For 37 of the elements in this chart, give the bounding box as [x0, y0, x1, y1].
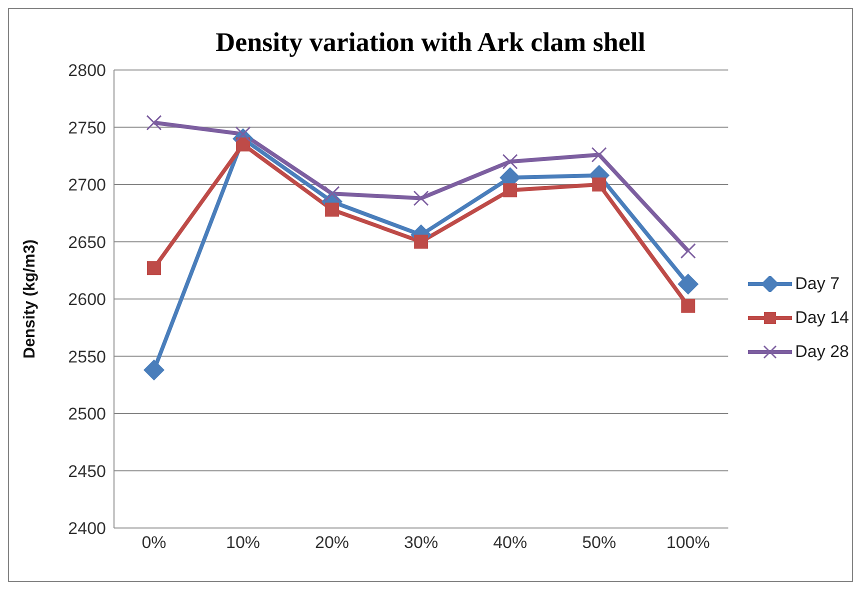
- y-axis-title: Density (kg/m3): [22, 239, 39, 359]
- point: [147, 261, 161, 276]
- point: [678, 274, 699, 295]
- point: [502, 154, 518, 170]
- y-tick-label: 2700: [68, 176, 106, 195]
- point: [592, 178, 606, 192]
- y-tick-label: 2500: [68, 404, 106, 424]
- point: [414, 234, 428, 249]
- y-tick-label: 2550: [68, 347, 106, 366]
- x-tick-label: 0%: [142, 533, 166, 552]
- x-tick-label: 20%: [315, 533, 350, 552]
- y-tick-label: 2650: [68, 232, 106, 252]
- point: [503, 183, 518, 198]
- point: [413, 190, 429, 206]
- point: [236, 137, 250, 152]
- x-tick-label: 40%: [493, 533, 528, 552]
- legend-label: Day 28: [795, 342, 849, 362]
- x-tick-label: 50%: [582, 533, 616, 552]
- point: [680, 243, 696, 259]
- x-tick-label: 100%: [666, 533, 710, 552]
- point: [325, 202, 340, 217]
- point: [235, 126, 251, 142]
- y-tick-label: 2400: [68, 519, 106, 538]
- y-tick-label: 2600: [68, 290, 106, 310]
- chart-title: Density variation with Ark clam shell: [214, 27, 646, 58]
- x-tick-label: 30%: [404, 533, 438, 552]
- x-tick-label: 10%: [226, 533, 260, 552]
- y-tick-label: 2750: [68, 118, 106, 138]
- point: [681, 298, 696, 313]
- y-tick-label: 2800: [68, 61, 106, 80]
- point: [146, 114, 162, 130]
- y-tick-label: 2450: [68, 462, 106, 481]
- point: [324, 186, 340, 202]
- legend-label: Day 14: [795, 308, 849, 328]
- point: [144, 359, 164, 380]
- legend-label: Day 7: [795, 274, 840, 294]
- point: [591, 146, 607, 162]
